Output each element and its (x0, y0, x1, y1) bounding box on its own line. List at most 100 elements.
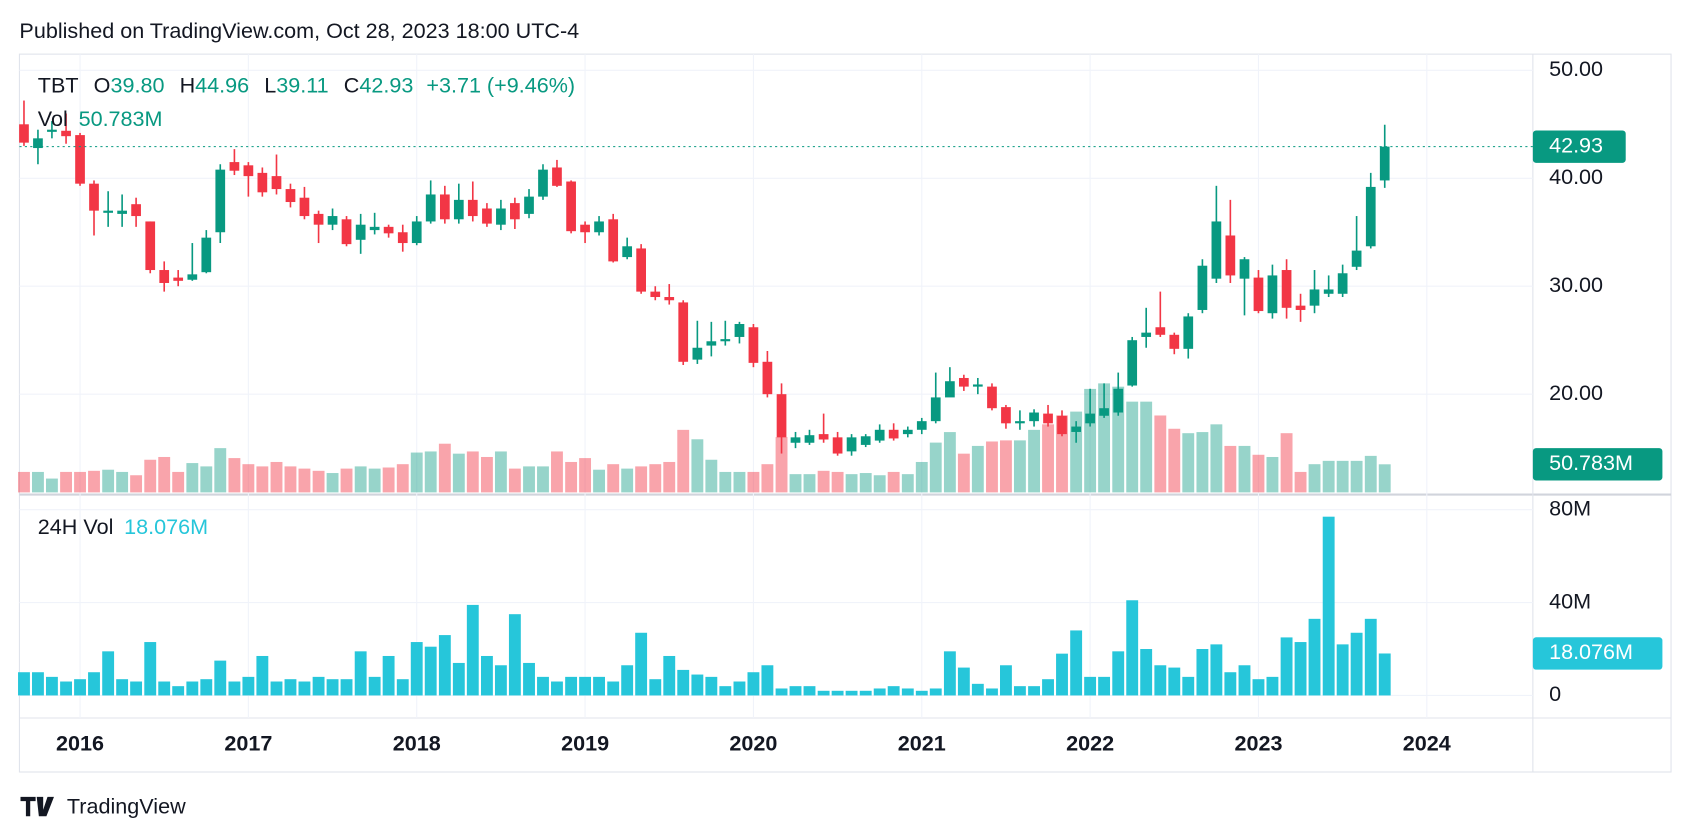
candle-body (243, 165, 254, 177)
vol24-bar (873, 688, 886, 696)
candle-body (692, 347, 703, 360)
vol24-bar (1112, 651, 1125, 696)
vol24-bar (74, 679, 86, 696)
volume-bar (1140, 401, 1153, 493)
candle-body (1057, 415, 1067, 435)
vol24-bar (410, 642, 423, 696)
x-tick-label: 2016 (56, 731, 104, 756)
volume-bar (326, 473, 339, 493)
volume-bar (649, 464, 662, 493)
candle-body (510, 203, 520, 220)
candle-body (552, 167, 562, 186)
y-tick-label: 40M (1549, 588, 1591, 613)
candle-body (1365, 186, 1376, 247)
candle-body (832, 437, 843, 454)
vol24-bar (396, 679, 409, 696)
volume-bar (116, 471, 129, 493)
x-tick-label: 2018 (393, 731, 441, 756)
vol24-bar (705, 676, 718, 696)
vol24-bar (1294, 642, 1307, 696)
candle-body (145, 221, 156, 271)
vol24-bar (508, 614, 521, 696)
volume-bar (1112, 386, 1125, 493)
volume-bar (551, 451, 563, 493)
high: 44.96 (195, 72, 249, 97)
candle-body (369, 226, 380, 231)
candle-body (706, 341, 717, 346)
vol24-bar (88, 672, 100, 696)
key: C (344, 72, 360, 97)
volume-bar (1013, 440, 1026, 493)
candle-body (271, 176, 282, 190)
volume-bar (200, 466, 213, 493)
x-tick-label: 2024 (1403, 731, 1451, 756)
volume-bar (1098, 383, 1111, 493)
price-badge (1532, 130, 1626, 163)
volume-bar (1364, 455, 1377, 493)
vol24-bar (1182, 676, 1195, 696)
volume-bar (88, 470, 100, 493)
candle-body (916, 421, 927, 430)
candle-body (439, 194, 450, 220)
volume-bar (480, 456, 493, 493)
volume-bar (1224, 445, 1237, 493)
vol24-bar (733, 681, 746, 696)
vol24-bar (368, 676, 381, 696)
candle-body (959, 377, 969, 387)
vol24-bar (677, 669, 690, 696)
volume-bar (242, 464, 255, 493)
vol24-bar (986, 688, 998, 696)
candle-body (215, 169, 226, 233)
vol24-bar (256, 655, 269, 696)
vol24-bar (1308, 618, 1321, 696)
candle-body (1337, 273, 1348, 294)
volume-bar (1294, 471, 1307, 493)
volume-bar (789, 474, 802, 493)
candle-body (776, 394, 787, 438)
volume-bar (971, 445, 984, 493)
candle-body (987, 386, 997, 409)
vol-name: Vol (38, 106, 68, 131)
candle-body (425, 194, 436, 222)
vol24-bar (326, 679, 339, 696)
key: H (180, 72, 196, 97)
vol24-bar (915, 690, 928, 696)
candle-body (874, 429, 885, 441)
vol24-bar (845, 690, 858, 696)
vol24-bar (354, 651, 367, 696)
vol24-bar (719, 686, 732, 696)
volume-bar (1210, 424, 1223, 493)
vol24-bar (18, 672, 30, 696)
vol24-bar (228, 681, 241, 696)
candle-body (678, 302, 689, 362)
vol24-bar (466, 604, 479, 696)
volume-bar (256, 466, 269, 493)
candle-body (1127, 340, 1138, 386)
volume-bar (466, 451, 479, 493)
marks (18, 100, 1391, 696)
key: O (94, 72, 111, 97)
candle-body (804, 435, 815, 443)
volume-bar (32, 471, 44, 493)
vol24-bar (817, 690, 830, 696)
vol24-bar (607, 681, 620, 696)
candle-body (1099, 408, 1109, 416)
volume-bar (663, 461, 676, 493)
vol24-bar (298, 681, 311, 696)
candle-body (1043, 413, 1053, 424)
vol24-name: 24H Vol (38, 514, 114, 539)
volume-bar (775, 437, 788, 493)
volume-bar (382, 467, 395, 493)
vol24-bar (1000, 665, 1012, 696)
volume-bar (579, 458, 592, 493)
vol24-bar (537, 676, 549, 696)
vol24-bar (789, 686, 802, 696)
vol24-bar (747, 672, 760, 696)
candle-body (790, 437, 801, 443)
candle-body (75, 135, 85, 184)
volume-bar (887, 471, 900, 493)
volume-bar (565, 461, 578, 493)
vol24-bar (859, 690, 872, 696)
vol24-bar (775, 688, 788, 696)
